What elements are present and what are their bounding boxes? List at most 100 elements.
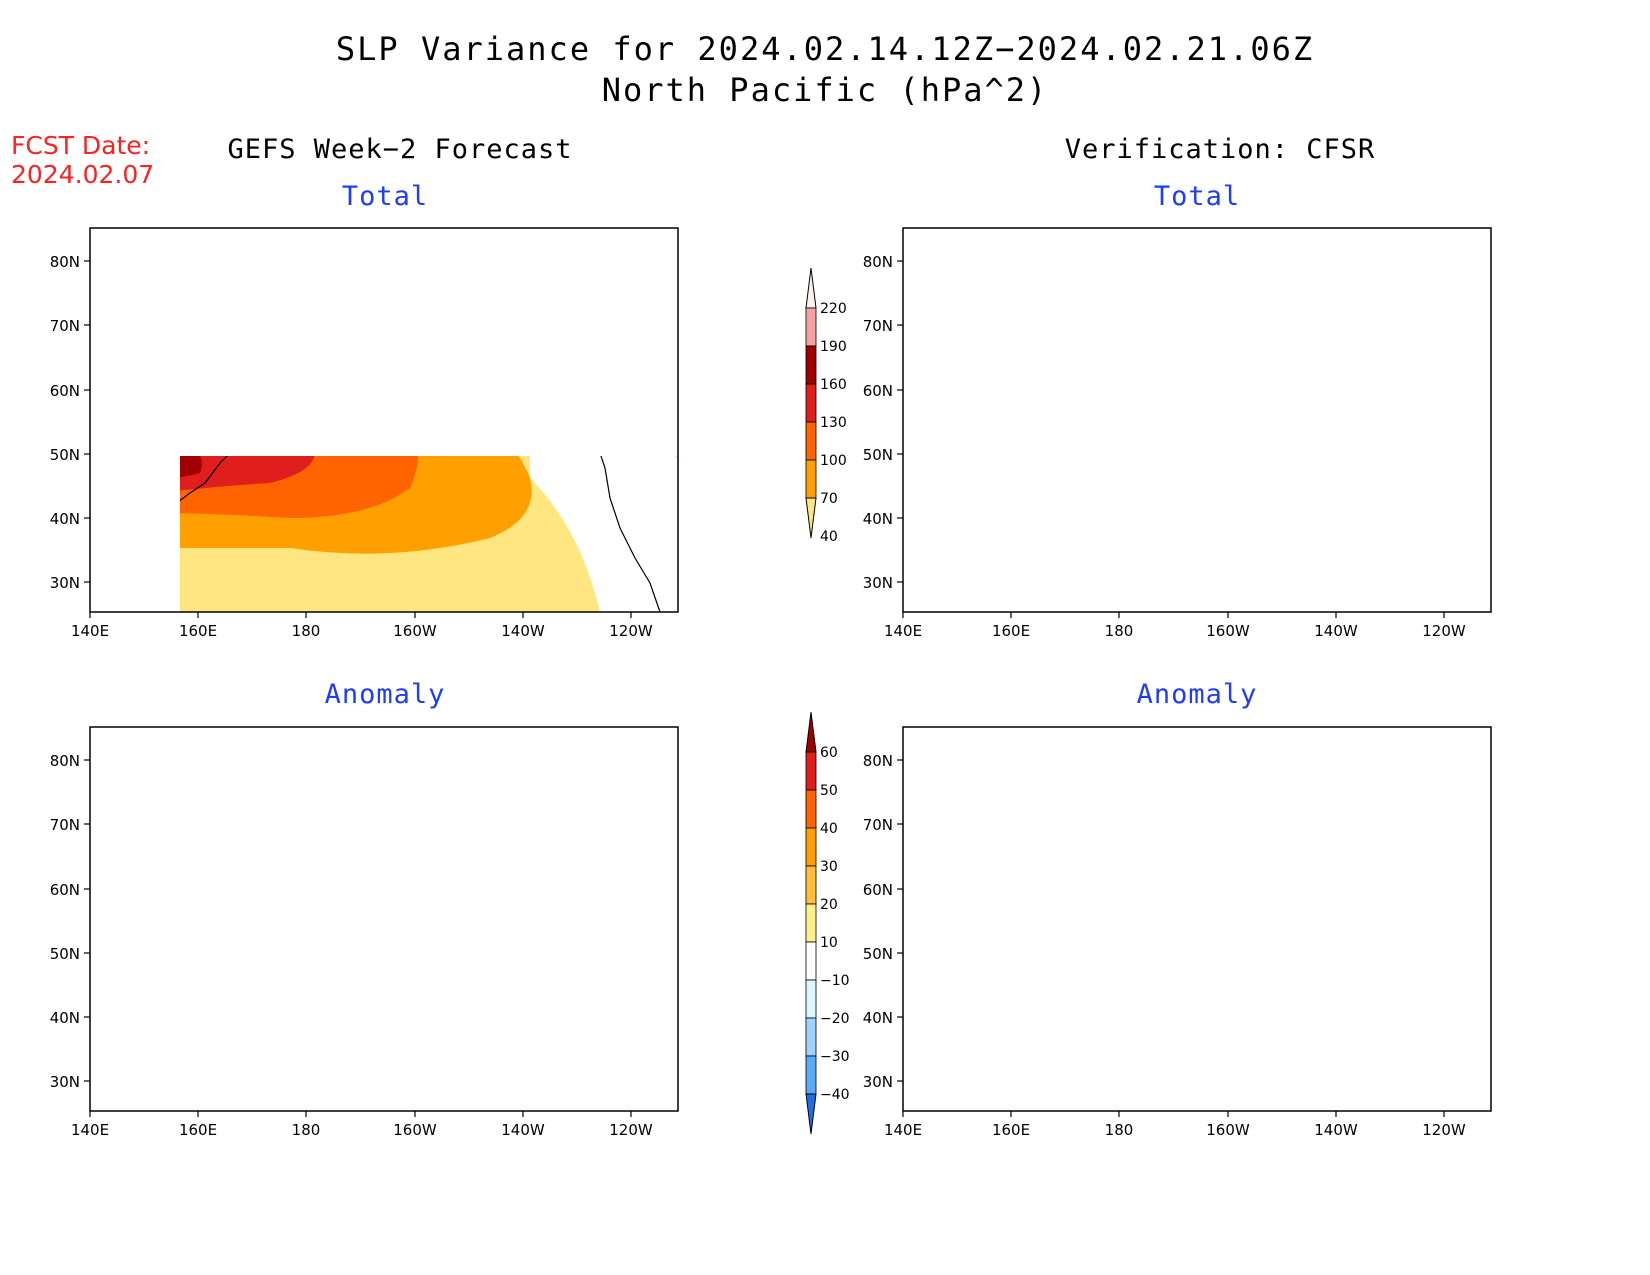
- lon-label: 160W: [1206, 622, 1250, 640]
- map-panel-cfsr-total: [902, 227, 1492, 613]
- map-background: [903, 727, 1491, 1111]
- lon-label: 120W: [609, 1121, 653, 1139]
- colorbar-label: 50: [820, 783, 838, 799]
- lat-label: 80N: [50, 752, 80, 770]
- lat-label: 70N: [863, 317, 893, 335]
- lat-label: 70N: [863, 816, 893, 834]
- lon-label: 140W: [501, 1121, 545, 1139]
- colorbar-label: −10: [820, 973, 850, 989]
- colorbar-swatch: [805, 1017, 817, 1057]
- lat-label: 60N: [863, 382, 893, 400]
- lon-label: 140E: [71, 1121, 109, 1139]
- colorbar-swatch: [805, 459, 817, 499]
- lat-label: 50N: [863, 446, 893, 464]
- map-background: [903, 228, 1491, 612]
- column-title-gefs: GEFS Week−2 Forecast: [227, 134, 573, 165]
- lat-label: 40N: [863, 510, 893, 528]
- colorbar-end-arrow: [805, 1093, 817, 1135]
- map-frame: [89, 227, 679, 613]
- figure-title-line1: SLP Variance for 2024.02.14.12Z−2024.02.…: [335, 30, 1315, 68]
- panel-title-gefs-total: Total: [341, 181, 429, 212]
- lon-label: 140W: [1314, 622, 1358, 640]
- map-frame: [89, 726, 679, 1112]
- colorbar-label: −30: [820, 1049, 850, 1065]
- colorbar-end-arrow: [805, 497, 817, 539]
- colorbar-label: −40: [820, 1087, 850, 1103]
- colorbar-anomaly: 60 50 40 30 20 10 −10 −20 −30 −40: [805, 711, 850, 1135]
- lat-label: 30N: [50, 574, 80, 592]
- lon-label: 160E: [179, 1121, 217, 1139]
- lat-label: 70N: [50, 317, 80, 335]
- lon-label: 160W: [1206, 1121, 1250, 1139]
- map-background: [90, 727, 678, 1111]
- lat-label: 40N: [50, 510, 80, 528]
- colorbar-label: 20: [820, 897, 838, 913]
- lon-label: 120W: [1422, 622, 1466, 640]
- lat-label: 30N: [863, 574, 893, 592]
- lat-label: 80N: [50, 253, 80, 271]
- lat-label: 80N: [863, 253, 893, 271]
- lon-label: 160W: [393, 622, 437, 640]
- lat-label: 50N: [50, 446, 80, 464]
- colorbar-swatch: [805, 979, 817, 1019]
- map-frame: [902, 726, 1492, 1112]
- panel-title-gefs-anomaly: Anomaly: [324, 679, 446, 710]
- lon-label: 180: [292, 1121, 321, 1139]
- figure-title-line2: North Pacific (hPa^2): [601, 71, 1049, 109]
- lat-label: 60N: [50, 382, 80, 400]
- colorbar-swatch: [805, 307, 817, 347]
- colorbar-swatch: [805, 903, 817, 943]
- colorbar-label: 220: [820, 301, 847, 317]
- lon-label: 160E: [992, 622, 1030, 640]
- map-frame: [902, 227, 1492, 613]
- colorbar-swatch: [805, 345, 817, 385]
- colorbar-swatch: [805, 1055, 817, 1095]
- map-panel-gefs-total: [89, 227, 679, 613]
- lon-label: 140W: [1314, 1121, 1358, 1139]
- colorbar-label: 70: [820, 491, 838, 507]
- colorbar-end-arrow: [805, 711, 817, 753]
- lat-label: 70N: [50, 816, 80, 834]
- lat-label: 50N: [50, 945, 80, 963]
- colorbar-label: −20: [820, 1011, 850, 1027]
- colorbar-label: 160: [820, 377, 847, 393]
- lat-label: 60N: [50, 881, 80, 899]
- fcst-date: 2024.02.07: [11, 160, 155, 189]
- panel-title-cfsr-anomaly: Anomaly: [1136, 679, 1258, 710]
- fcst-label: FCST Date:: [11, 131, 151, 160]
- lat-label: 40N: [863, 1009, 893, 1027]
- colorbar-swatch: [805, 421, 817, 461]
- lat-label: 50N: [863, 945, 893, 963]
- lat-label: 80N: [863, 752, 893, 770]
- colorbar-label: 60: [820, 745, 838, 761]
- colorbar-label: 30: [820, 859, 838, 875]
- colorbar-label: 10: [820, 935, 838, 951]
- colorbar-end-arrow: [805, 267, 817, 309]
- lon-label: 180: [1105, 1121, 1134, 1139]
- contour-fill-gefs-total: [180, 456, 678, 612]
- axis-labels: 80N 70N 60N 50N 40N 30N 140E 160E 180 160W 140W 120…: [50, 253, 1466, 1139]
- column-title-cfsr: Verification: CFSR: [1064, 134, 1376, 165]
- map-panel-cfsr-anomaly: [902, 726, 1492, 1112]
- lon-label: 140E: [884, 1121, 922, 1139]
- map-panel-gefs-anomaly: [89, 726, 679, 1112]
- colorbar-swatch: [805, 789, 817, 829]
- lon-label: 140E: [71, 622, 109, 640]
- lat-label: 30N: [50, 1073, 80, 1091]
- lon-label: 180: [1105, 622, 1134, 640]
- colorbar-label: 40: [820, 821, 838, 837]
- lon-label: 160W: [393, 1121, 437, 1139]
- colorbar-swatch: [805, 751, 817, 791]
- lat-label: 30N: [863, 1073, 893, 1091]
- colorbar-label: 130: [820, 415, 847, 431]
- lon-label: 140W: [501, 622, 545, 640]
- colorbar-swatch: [805, 383, 817, 423]
- colorbar-total: 220 190 160 130 100 70 40: [805, 267, 847, 545]
- lon-label: 180: [292, 622, 321, 640]
- colorbar-label: 100: [820, 453, 847, 469]
- lat-label: 60N: [863, 881, 893, 899]
- colorbar-swatch: [805, 827, 817, 867]
- panel-title-cfsr-total: Total: [1153, 181, 1241, 212]
- colorbar-swatch: [805, 865, 817, 905]
